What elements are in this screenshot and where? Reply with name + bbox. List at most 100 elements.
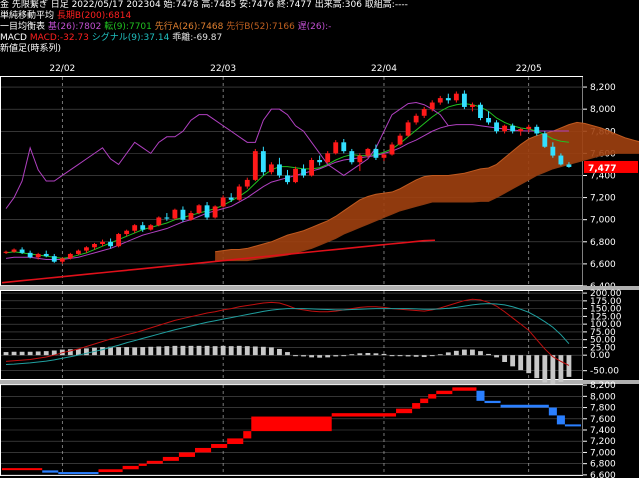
macd-tick-label: 25.00	[590, 343, 616, 353]
shinne-tick-label: 8,200	[590, 381, 616, 391]
macd-hist-bar	[220, 345, 226, 356]
price-chart-panel[interactable]: 6,4006,6006,8007,0007,2007,4007,6007,800…	[0, 76, 639, 384]
candle-body	[35, 253, 41, 258]
candle-body	[100, 241, 105, 244]
macd-hist-bar	[27, 351, 33, 356]
macd-hist-bar	[260, 346, 266, 356]
shinne-brick	[138, 463, 147, 466]
candle-body	[92, 244, 97, 248]
macd-hist-bar	[542, 355, 548, 383]
candle-body	[116, 234, 122, 247]
shinne-brick	[556, 415, 565, 425]
candle-body	[67, 253, 73, 259]
candle-body	[550, 146, 556, 156]
candle-body	[421, 109, 427, 116]
macd-hist-bar	[437, 354, 443, 356]
candle-body	[132, 225, 138, 231]
macd-hist-bar	[486, 353, 491, 356]
candle-body	[51, 256, 57, 262]
macd-hist-bar	[534, 355, 540, 379]
candle-body	[180, 209, 186, 220]
candle-body	[453, 93, 459, 101]
macd-hist-bar	[429, 355, 435, 357]
macd-hist-bar	[172, 345, 178, 356]
candle-body	[494, 122, 499, 132]
shinne-brick	[484, 400, 501, 404]
header-line-sma: 単純移動平均 長期B(200):6814	[0, 11, 132, 21]
macd-hist-bar	[461, 349, 467, 356]
candle-body	[244, 179, 250, 187]
macd-hist-bar	[204, 345, 210, 356]
shinne-brick	[500, 404, 549, 408]
macd-hist-bar	[293, 355, 298, 357]
macd-hist-bar	[349, 354, 355, 356]
date-label: 22/02	[49, 64, 75, 74]
candle-body	[566, 164, 572, 167]
price-tick-label: 7,400	[590, 171, 616, 181]
header-line-macd: MACD MACD:-32.73 シグナル(9):37.14 乖離:-69.87	[0, 33, 223, 43]
macd-tick-label: -50.00	[590, 367, 619, 377]
candle-body	[478, 104, 483, 118]
shinne-brick	[452, 387, 477, 391]
date-label: 22/04	[371, 64, 397, 74]
macd-hist-bar	[67, 349, 73, 356]
macd-hist-bar	[566, 355, 572, 377]
candle-body	[277, 164, 282, 176]
macd-hist-bar	[453, 350, 459, 356]
panel-separator	[0, 286, 639, 290]
header-line-ichimoku: 一目均衡表 基(26):7802 転(9):7701 先行A(26):7468 …	[0, 22, 332, 32]
macd-hist-bar	[445, 352, 451, 356]
shinne-brick	[2, 468, 43, 471]
ichimoku-cloud	[215, 122, 639, 261]
candle-body	[148, 225, 154, 230]
macd-hist-bar	[75, 348, 81, 356]
current-price-label: 7,477	[588, 164, 616, 174]
shinne-brick	[227, 438, 244, 445]
macd-tick-label: 175.00	[590, 297, 622, 307]
macd-hist-bar	[180, 345, 186, 356]
shinne-brick	[98, 469, 123, 473]
candle-body	[365, 148, 371, 156]
candle-body	[389, 144, 395, 155]
header-line-ohlc: 金 先限繋ぎ 日足 2022/05/17 202304 始:7478 高:748…	[0, 0, 408, 10]
macd-hist-bar	[357, 353, 363, 356]
candle-body	[534, 126, 540, 134]
span-a-line	[215, 121, 639, 253]
candle-body	[357, 155, 363, 163]
candle-body	[220, 197, 226, 207]
candle-body	[301, 168, 306, 176]
date-axis-bg	[0, 61, 583, 74]
candle-body	[309, 160, 315, 176]
shinne-brick	[162, 456, 179, 461]
macd-hist-bar	[252, 346, 258, 356]
macd-hist-bar	[325, 355, 331, 358]
candle-body	[59, 258, 65, 262]
macd-hist-bar	[277, 348, 282, 356]
shinne-brick	[243, 431, 252, 439]
sma-200-line	[1, 239, 436, 284]
macd-hist-bar	[188, 345, 194, 356]
candle-body	[325, 153, 331, 163]
candle-body	[156, 217, 162, 226]
date-label: 22/03	[210, 64, 236, 74]
shinne-brick	[211, 444, 228, 448]
macd-hist-bar	[108, 346, 113, 356]
shinne-tick-label: 7,000	[590, 448, 616, 458]
shinne-tick-label: 8,000	[590, 392, 616, 402]
candle-body	[437, 98, 443, 103]
macd-hist-bar	[381, 353, 387, 356]
candle-body	[470, 104, 475, 107]
macd-hist-bar	[309, 355, 315, 358]
candle-body	[486, 118, 491, 123]
candle-body	[3, 251, 9, 253]
candle-body	[461, 93, 467, 107]
price-tick-label: 7,200	[590, 194, 616, 204]
candle-body	[140, 225, 146, 230]
shinne-axis-bg	[583, 384, 639, 476]
price-tick-label: 8,000	[590, 105, 616, 115]
shinne-brick	[58, 472, 99, 475]
macd-panel[interactable]: -50.00 0.0025.0050.0075.00100.00125.00150…	[0, 289, 639, 385]
candle-body	[381, 154, 387, 158]
